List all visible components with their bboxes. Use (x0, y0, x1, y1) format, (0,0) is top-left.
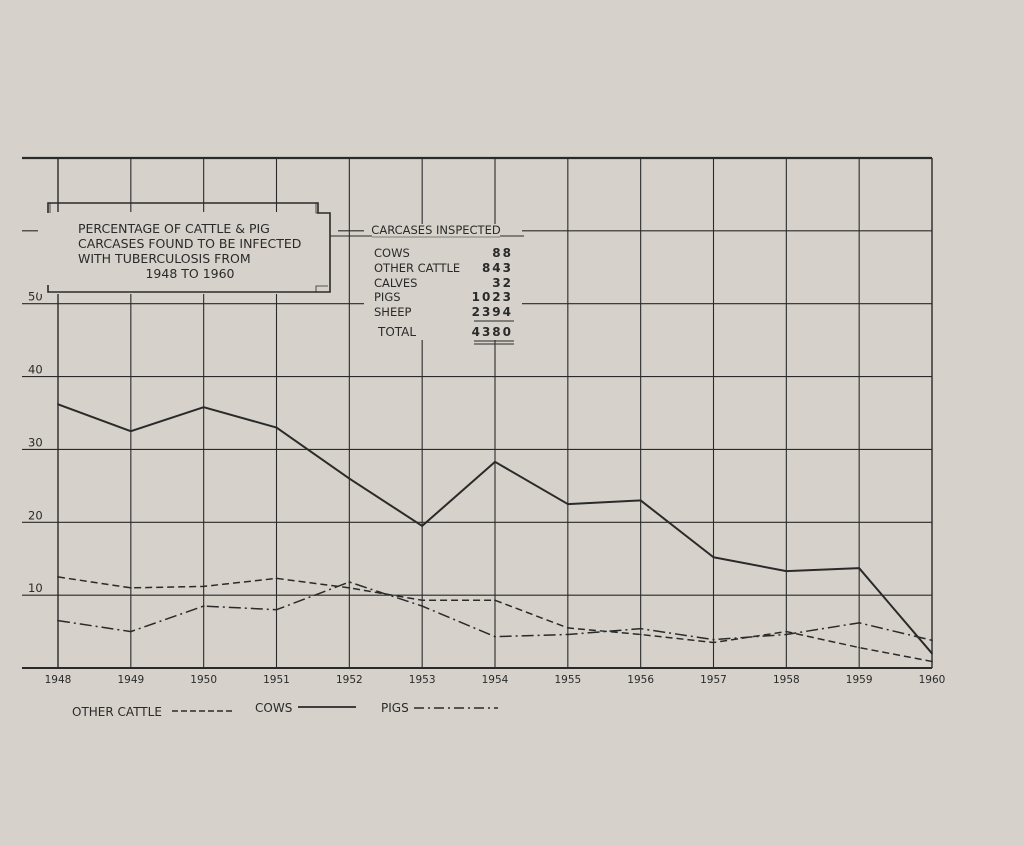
y-tick-label: 30 (28, 435, 43, 449)
data-point-pigs (129, 630, 132, 633)
data-point-cows (275, 426, 278, 429)
table-row-label: COWS (374, 246, 410, 260)
data-point-pigs (639, 627, 642, 630)
data-point-other-cattle (785, 630, 788, 633)
data-point-cows (129, 430, 132, 433)
x-tick-label: 1948 (45, 674, 72, 686)
data-point-cows (421, 525, 424, 527)
data-point-other-cattle (275, 577, 278, 580)
table-row-label: SHEEP (374, 305, 411, 319)
data-point-cows (639, 499, 642, 502)
table-row-value: 2394 (472, 305, 513, 319)
x-tick-label: 1955 (554, 674, 581, 686)
carcases-table: CARCASES INSPECTED COWS 88 OTHER CATTLE … (330, 223, 524, 345)
data-point-pigs (421, 605, 424, 607)
data-point-pigs (57, 619, 59, 622)
x-tick-label: 1956 (627, 674, 654, 686)
data-point-cows (348, 477, 351, 480)
data-point-other-cattle (566, 627, 569, 629)
data-point-other-cattle (202, 585, 205, 588)
y-tick-label: 20 (28, 508, 43, 522)
data-point-cows (57, 403, 59, 406)
table-row-value: 32 (492, 276, 513, 290)
data-point-other-cattle (494, 599, 496, 602)
table-row-label: OTHER CATTLE (374, 261, 460, 275)
x-tick-label: 1949 (117, 674, 144, 686)
legend-label-cows: COWS (255, 701, 292, 715)
data-point-pigs (785, 633, 788, 636)
data-point-pigs (494, 635, 496, 638)
x-tick-label: 1953 (409, 674, 436, 686)
data-point-pigs (931, 639, 933, 642)
x-tick-label: 1954 (482, 674, 509, 686)
data-point-cows (858, 567, 861, 570)
table-heading: CARCASES INSPECTED (371, 223, 501, 237)
table-row-value: 843 (482, 261, 513, 275)
data-point-other-cattle (858, 646, 861, 649)
data-point-other-cattle (421, 599, 424, 602)
table-row-value: 1023 (472, 290, 513, 304)
data-point-other-cattle (931, 660, 933, 663)
data-point-cows (712, 556, 715, 559)
data-point-other-cattle (129, 586, 132, 589)
data-point-cows (202, 406, 205, 409)
data-point-pigs (858, 621, 861, 624)
table-row-value: 88 (492, 246, 513, 260)
data-point-cows (494, 460, 496, 463)
chart-title-line-4: 1948 TO 1960 (145, 266, 234, 281)
legend-label-pigs: PIGS (381, 701, 409, 715)
data-point-other-cattle (57, 576, 59, 578)
chart-legend: OTHER CATTLE COWS PIGS (72, 701, 498, 719)
y-tick-label: 40 (28, 363, 43, 377)
data-point-cows (785, 570, 788, 572)
data-point-pigs (348, 581, 351, 583)
data-series (57, 403, 933, 663)
data-point-cows (566, 503, 569, 505)
legend-label-other-cattle: OTHER CATTLE (72, 705, 162, 719)
title-box: PERCENTAGE OF CATTLE & PIG CARCASES FOUN… (38, 202, 338, 294)
x-tick-label: 1952 (336, 674, 363, 686)
table-row-label: PIGS (374, 290, 401, 304)
data-point-cows (931, 652, 933, 655)
data-point-other-cattle (348, 586, 351, 589)
y-tick-label: 10 (28, 581, 43, 595)
x-tick-label: 1958 (773, 674, 800, 686)
data-point-other-cattle (712, 641, 715, 644)
data-point-pigs (275, 608, 278, 611)
data-point-pigs (712, 638, 715, 641)
data-point-pigs (202, 605, 205, 607)
x-tick-label: 1960 (919, 674, 946, 686)
table-total-value: 4380 (472, 325, 513, 339)
x-tick-label: 1951 (263, 674, 290, 686)
data-point-pigs (566, 633, 569, 636)
x-tick-label: 1950 (190, 674, 217, 686)
table-total-label: TOTAL (377, 325, 416, 339)
x-tick-label: 1957 (700, 674, 727, 686)
x-tick-label: 1959 (846, 674, 873, 686)
data-point-other-cattle (639, 633, 642, 636)
table-row-label: CALVES (374, 276, 417, 290)
title-box-inner-frame (49, 203, 328, 292)
chart-title-line-2: CARCASES FOUND TO BE INFECTED (78, 236, 301, 251)
chart-title-line-3: WITH TUBERCULOSIS FROM (78, 251, 251, 266)
chart-title-line-1: PERCENTAGE OF CATTLE & PIG (78, 221, 270, 236)
